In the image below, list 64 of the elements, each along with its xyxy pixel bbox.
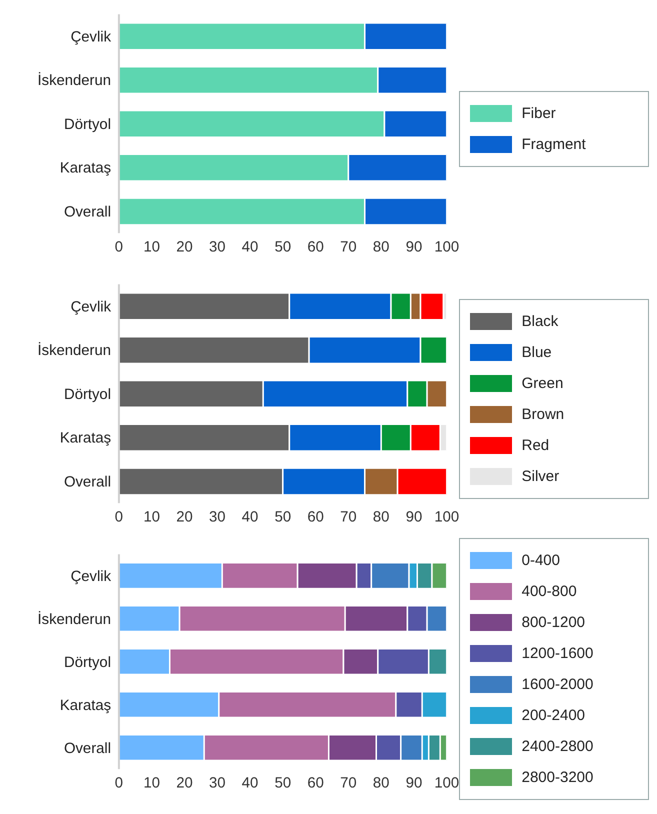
x-tick-label: 10 [143, 510, 160, 526]
legend-label: Fragment [522, 136, 586, 153]
legend-label: 400-800 [522, 583, 577, 600]
legend-label: 200-2400 [522, 707, 586, 724]
x-tick-label: 60 [307, 776, 324, 792]
y-tick-label: Çevlik [70, 299, 112, 316]
legend-label: 1600-2000 [522, 676, 594, 693]
x-tick-label: 50 [274, 776, 292, 792]
y-tick-label: Dörtyol [64, 116, 111, 133]
y-tick-label: Overall [64, 740, 111, 757]
y-tick-label: İskenderun [38, 610, 111, 628]
x-tick-label: 70 [340, 776, 357, 792]
x-tick-label: 20 [176, 776, 193, 792]
x-tick-label: 60 [307, 240, 324, 256]
y-tick-label: İskenderun [38, 72, 111, 90]
y-tick-label: Çevlik [70, 568, 112, 585]
legend-label: Silver [522, 468, 560, 485]
x-tick-label: 100 [434, 776, 460, 792]
x-tick-label: 80 [372, 776, 390, 792]
y-tick-label: Karataş [60, 698, 111, 714]
legend-label: Green [522, 375, 564, 392]
x-tick-label: 10 [143, 240, 160, 256]
legend-label: 1200-1600 [522, 645, 594, 662]
legend-label: 2800-3200 [522, 769, 594, 786]
y-tick-label: Overall [64, 474, 111, 490]
x-tick-label: 100 [434, 240, 460, 256]
x-tick-label: 90 [406, 240, 422, 256]
x-tick-label: 30 [209, 510, 226, 526]
x-tick-label: 0 [114, 776, 124, 792]
x-tick-label: 40 [242, 776, 258, 792]
x-tick-label: 10 [143, 776, 160, 792]
legend-label: Red [522, 437, 550, 454]
x-tick-label: 30 [209, 776, 226, 792]
legend-label: Black [522, 313, 558, 330]
x-tick-label: 20 [176, 510, 193, 526]
x-tick-label: 70 [340, 510, 357, 526]
x-tick-label: 80 [372, 510, 390, 526]
y-tick-label: Dörtyol [64, 386, 111, 403]
x-tick-label: 50 [274, 510, 292, 526]
x-tick-label: 70 [340, 240, 357, 256]
x-tick-label: 30 [209, 240, 226, 256]
y-tick-label: İskenderun [38, 342, 111, 360]
y-tick-label: Dörtyol [64, 654, 111, 671]
x-tick-label: 40 [242, 240, 258, 256]
legend-label: Blue [522, 344, 552, 361]
x-tick-label: 90 [406, 776, 422, 792]
y-tick-label: Karataş [60, 430, 111, 447]
y-tick-label: Çevlik [70, 29, 112, 46]
y-tick-label: Overall [64, 204, 111, 220]
x-tick-label: 60 [307, 510, 324, 526]
x-tick-label: 40 [242, 510, 258, 526]
x-tick-label: 100 [434, 510, 460, 526]
x-tick-label: 50 [274, 240, 292, 256]
x-tick-label: 0 [114, 510, 124, 526]
x-tick-label: 90 [406, 510, 422, 526]
legend-label: 0-400 [522, 552, 560, 569]
legend-label: Brown [522, 406, 564, 423]
legend-label: 2400-2800 [522, 738, 594, 755]
x-tick-label: 20 [176, 240, 193, 256]
y-tick-label: Karataş [60, 160, 111, 177]
text: Fiber [522, 105, 556, 122]
x-tick-label: 80 [372, 240, 390, 256]
legend-label: 800-1200 [522, 614, 586, 631]
x-tick-label: 0 [114, 240, 124, 256]
